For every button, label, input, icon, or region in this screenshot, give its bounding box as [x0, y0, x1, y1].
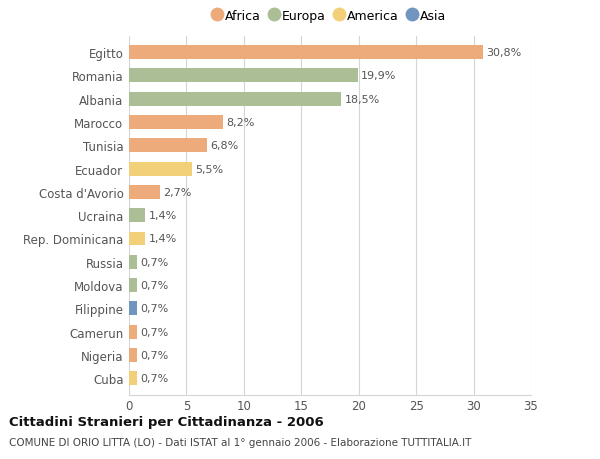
Legend: Africa, Europa, America, Asia: Africa, Europa, America, Asia — [214, 11, 446, 23]
Bar — [129, 209, 145, 223]
Bar — [129, 139, 207, 153]
Bar — [129, 232, 145, 246]
Bar — [129, 279, 137, 292]
Text: COMUNE DI ORIO LITTA (LO) - Dati ISTAT al 1° gennaio 2006 - Elaborazione TUTTITA: COMUNE DI ORIO LITTA (LO) - Dati ISTAT a… — [9, 437, 472, 447]
Bar — [129, 93, 341, 106]
Text: 8,2%: 8,2% — [227, 118, 255, 128]
Text: 5,5%: 5,5% — [196, 164, 224, 174]
Bar — [129, 255, 137, 269]
Bar — [129, 185, 160, 200]
Bar — [129, 116, 223, 130]
Bar — [129, 69, 358, 83]
Text: Cittadini Stranieri per Cittadinanza - 2006: Cittadini Stranieri per Cittadinanza - 2… — [9, 415, 324, 428]
Text: 1,4%: 1,4% — [149, 211, 177, 221]
Text: 0,7%: 0,7% — [140, 304, 169, 313]
Bar — [129, 162, 192, 176]
Bar — [129, 325, 137, 339]
Bar — [129, 348, 137, 362]
Text: 2,7%: 2,7% — [163, 187, 192, 197]
Bar — [129, 46, 483, 60]
Text: 0,7%: 0,7% — [140, 257, 169, 267]
Text: 18,5%: 18,5% — [345, 95, 380, 105]
Bar — [129, 302, 137, 316]
Text: 1,4%: 1,4% — [149, 234, 177, 244]
Text: 0,7%: 0,7% — [140, 327, 169, 337]
Text: 0,7%: 0,7% — [140, 350, 169, 360]
Text: 0,7%: 0,7% — [140, 280, 169, 291]
Bar — [129, 371, 137, 386]
Text: 6,8%: 6,8% — [211, 141, 239, 151]
Text: 30,8%: 30,8% — [486, 48, 521, 58]
Text: 19,9%: 19,9% — [361, 71, 397, 81]
Text: 0,7%: 0,7% — [140, 374, 169, 383]
